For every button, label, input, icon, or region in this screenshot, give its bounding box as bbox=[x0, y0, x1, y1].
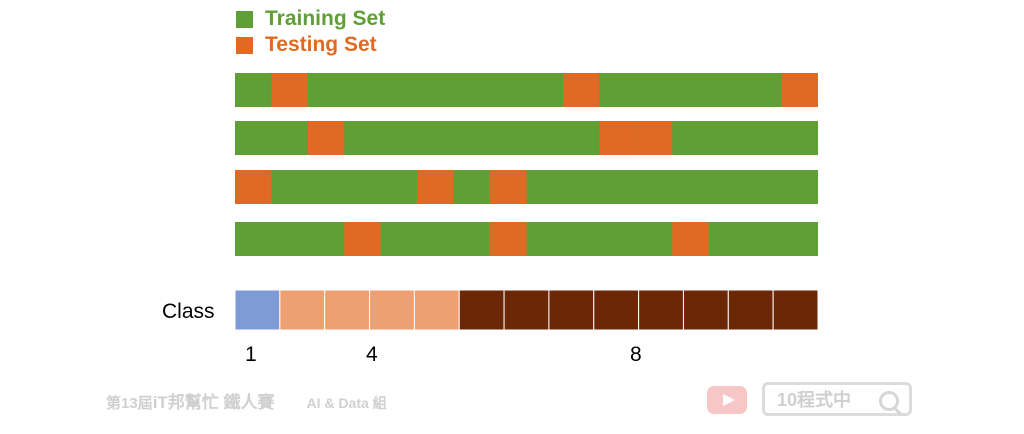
class-label: Class bbox=[162, 300, 215, 323]
class-cell-group-3 bbox=[682, 289, 729, 331]
class-cell-group-3 bbox=[458, 289, 505, 331]
class-number-8: 8 bbox=[630, 343, 642, 366]
fold-2-testing-block bbox=[599, 121, 636, 155]
class-number-1: 1 bbox=[245, 343, 257, 366]
legend-training-swatch bbox=[236, 10, 253, 28]
fold-1-testing-block bbox=[271, 73, 308, 107]
class-cell-group-2 bbox=[369, 289, 415, 331]
legend-training: Training Set bbox=[236, 6, 385, 32]
class-cell-group-2 bbox=[413, 289, 460, 331]
fold-1-testing-block bbox=[781, 73, 818, 107]
fold-2-testing-block bbox=[307, 121, 345, 155]
fold-4-testing-block bbox=[490, 222, 527, 256]
youtube-icon bbox=[707, 386, 747, 414]
fold-3-testing-block bbox=[490, 170, 527, 204]
class-cell-group-3 bbox=[772, 289, 819, 331]
legend-testing: Testing Set bbox=[236, 32, 385, 58]
class-cell-group-1 bbox=[234, 289, 281, 331]
class-cell-group-3 bbox=[503, 289, 550, 331]
class-cell-group-3 bbox=[593, 289, 640, 331]
fold-3-testing-block bbox=[417, 170, 454, 204]
class-cell-group-2 bbox=[279, 289, 326, 331]
fold-4-testing-block bbox=[672, 222, 709, 256]
class-cell-group-3 bbox=[638, 289, 684, 331]
legend-testing-swatch bbox=[236, 36, 253, 54]
class-cell-group-2 bbox=[324, 289, 371, 331]
class-cell-group-3 bbox=[548, 289, 595, 331]
legend: Training Set Testing Set bbox=[236, 6, 385, 58]
search-box-watermark: 10程式中 bbox=[762, 382, 912, 416]
fold-2-testing-block bbox=[635, 121, 673, 155]
fold-1-testing-block bbox=[562, 73, 600, 107]
class-number-4: 4 bbox=[366, 343, 378, 366]
event-watermark: 第13屆 iT邦幫忙 鐵人賽 AI & Data 組 bbox=[106, 388, 387, 413]
search-text: 10程式中 bbox=[777, 390, 852, 410]
legend-training-label: Training Set bbox=[265, 7, 386, 30]
event-group: AI & Data 組 bbox=[306, 395, 387, 411]
event-brand: iT邦幫忙 鐵人賽 bbox=[152, 393, 275, 412]
legend-testing-label: Testing Set bbox=[265, 33, 377, 56]
fold-3-testing-block bbox=[235, 170, 272, 204]
fold-4-testing-block bbox=[344, 222, 381, 256]
search-icon bbox=[879, 391, 899, 411]
event-edition: 第13屆 bbox=[106, 395, 153, 412]
class-cell-group-3 bbox=[727, 289, 774, 331]
fold-1-training-bar bbox=[235, 73, 818, 107]
